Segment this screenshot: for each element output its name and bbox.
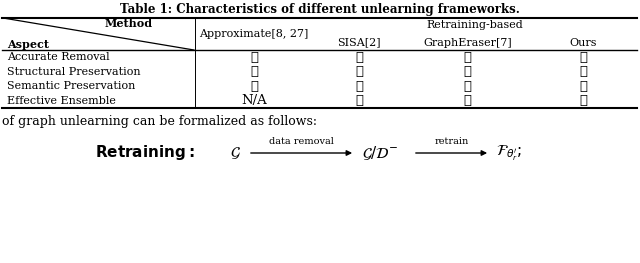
Text: $\mathbf{Retraining:}$: $\mathbf{Retraining:}$ bbox=[95, 144, 195, 163]
Text: ✗: ✗ bbox=[355, 65, 363, 78]
Text: Semantic Preservation: Semantic Preservation bbox=[7, 81, 136, 91]
Text: ✓: ✓ bbox=[579, 51, 588, 64]
Text: Effective Ensemble: Effective Ensemble bbox=[7, 96, 116, 106]
Text: ✓: ✓ bbox=[579, 65, 588, 78]
Text: Retraining-based: Retraining-based bbox=[427, 21, 524, 31]
Text: ✗: ✗ bbox=[463, 94, 472, 107]
Text: ✓: ✓ bbox=[250, 80, 258, 93]
Text: Structural Preservation: Structural Preservation bbox=[7, 67, 141, 77]
Text: ✓: ✓ bbox=[250, 65, 258, 78]
Text: $\mathcal{G}/\mathcal{D}^{-}$: $\mathcal{G}/\mathcal{D}^{-}$ bbox=[362, 144, 398, 162]
Text: $\mathcal{G}$: $\mathcal{G}$ bbox=[230, 145, 241, 161]
Text: ✓: ✓ bbox=[355, 51, 363, 64]
Text: of graph unlearning can be formalized as follows:: of graph unlearning can be formalized as… bbox=[2, 115, 317, 128]
Text: N/A: N/A bbox=[241, 94, 267, 107]
Text: ✗: ✗ bbox=[463, 80, 472, 93]
Text: Approximate[8, 27]: Approximate[8, 27] bbox=[199, 29, 308, 39]
Text: Accurate Removal: Accurate Removal bbox=[7, 52, 109, 62]
Text: ✓: ✓ bbox=[463, 51, 472, 64]
Text: ✗: ✗ bbox=[355, 94, 363, 107]
Text: GraphEraser[7]: GraphEraser[7] bbox=[423, 38, 512, 48]
Text: ✗: ✗ bbox=[250, 51, 258, 64]
Text: retrain: retrain bbox=[435, 137, 468, 146]
Text: ✓: ✓ bbox=[579, 80, 588, 93]
Text: SISA[2]: SISA[2] bbox=[337, 38, 381, 48]
Text: Method: Method bbox=[104, 18, 152, 29]
Text: Ours: Ours bbox=[570, 38, 597, 48]
Text: data removal: data removal bbox=[269, 137, 334, 146]
Text: Aspect: Aspect bbox=[7, 39, 49, 50]
Text: ✓: ✓ bbox=[579, 94, 588, 107]
Text: ✓: ✓ bbox=[355, 80, 363, 93]
Text: ✓: ✓ bbox=[463, 65, 472, 78]
Text: Table 1: Characteristics of different unlearning frameworks.: Table 1: Characteristics of different un… bbox=[120, 3, 520, 16]
Text: $\mathcal{F}_{\theta_r^{\prime}}$;: $\mathcal{F}_{\theta_r^{\prime}}$; bbox=[496, 143, 522, 163]
